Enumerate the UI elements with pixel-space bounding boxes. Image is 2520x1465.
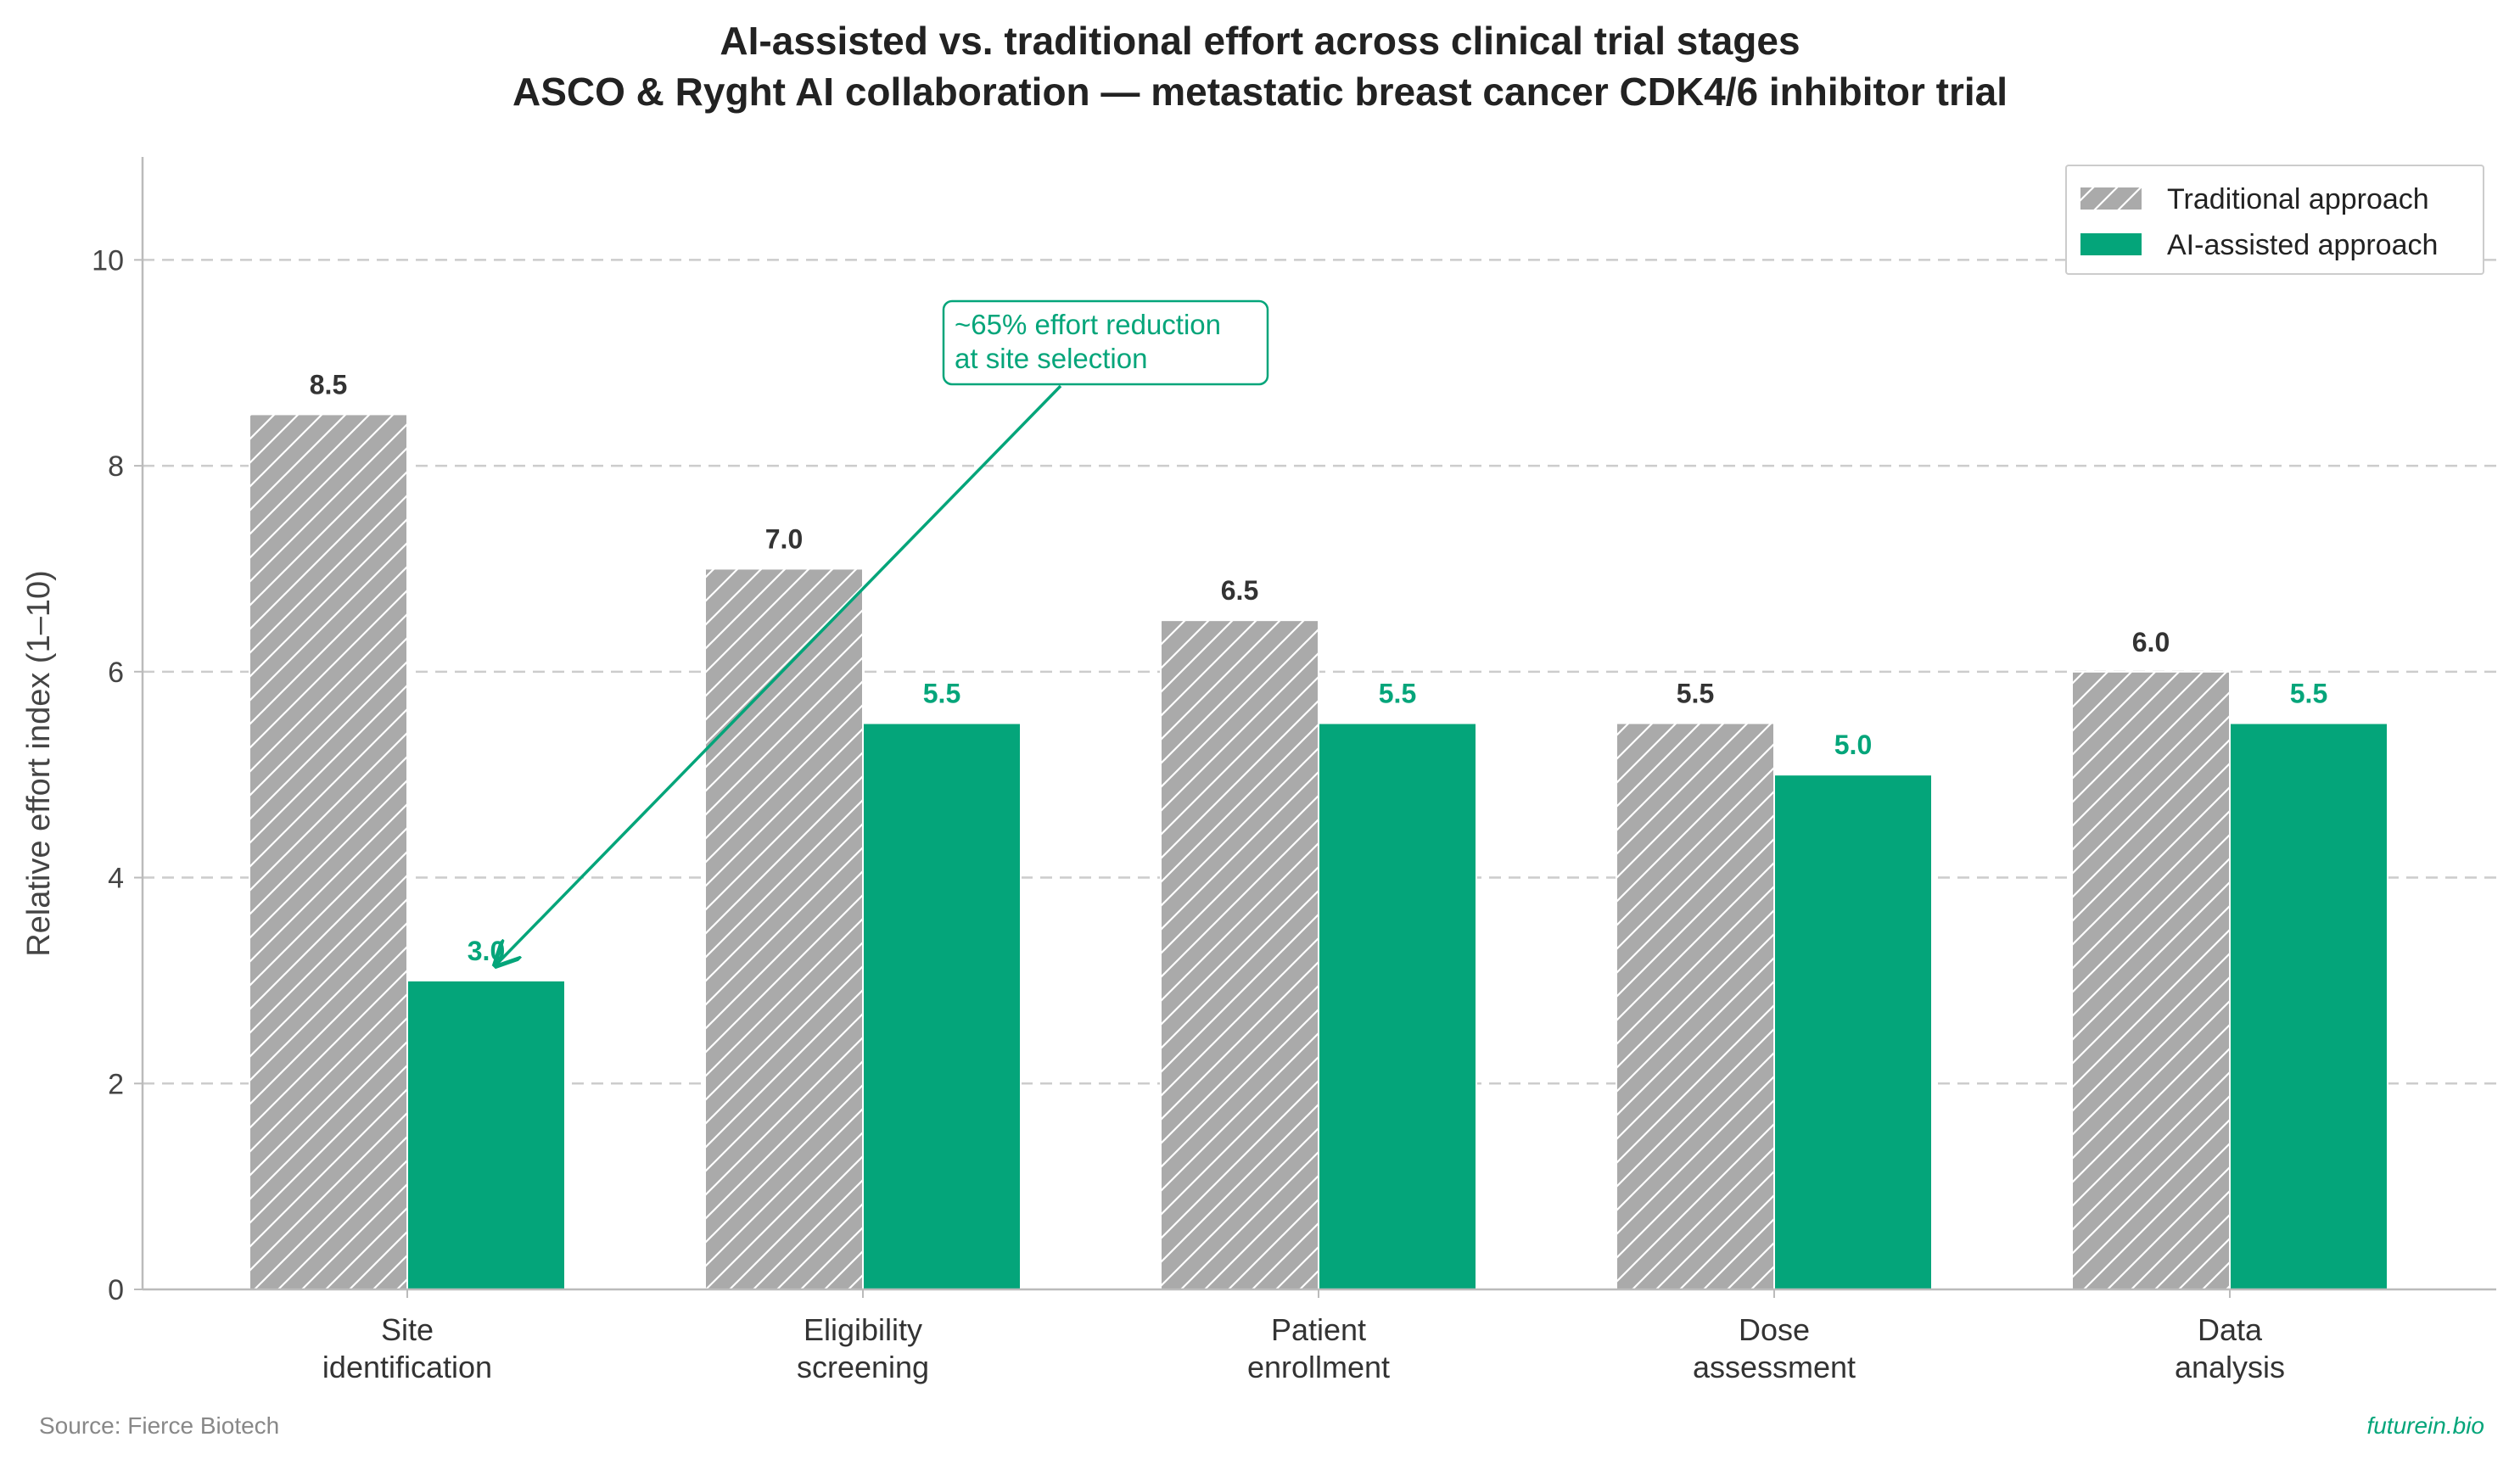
legend-swatch-traditional [2080,187,2142,210]
y-tick-label: 10 [92,244,124,277]
bar-traditional [1160,619,1319,1290]
value-label-traditional: 7.0 [765,523,803,554]
x-tick-label: Site [381,1312,434,1347]
x-tick-label: analysis [2175,1350,2285,1384]
bar-ai [2229,722,2388,1290]
bar-traditional [2071,670,2231,1290]
y-tick-label: 4 [108,863,124,895]
legend-label-traditional: Traditional approach [2167,183,2429,215]
x-tick-label: assessment [1693,1350,1856,1384]
bar-traditional [704,568,864,1290]
bar-ai [862,722,1022,1290]
annotation-box [942,299,1269,386]
value-label-ai: 5.0 [1834,730,1872,760]
bar-ai [406,979,566,1290]
value-label-ai: 5.5 [1379,679,1416,709]
annotation-line-1: ~65% effort reduction [955,309,1221,340]
brand-mark: futurein.bio [2366,1412,2484,1439]
bar-ai [1318,722,1477,1290]
annotation-line-2: at site selection [955,343,1147,374]
legend-box [2065,165,2484,275]
legend-swatch-ai [2080,233,2142,255]
x-tick-label: Dose [1739,1312,1810,1347]
value-label-traditional: 6.0 [2132,627,2170,657]
chart-subtitle: ASCO & Ryght AI collaboration — metastat… [512,70,2008,114]
value-label-traditional: 5.5 [1677,679,1714,709]
value-label-ai: 5.5 [2290,679,2327,709]
x-tick-label: identification [322,1350,492,1384]
y-tick-label: 2 [108,1068,124,1100]
source-note: Source: Fierce Biotech [39,1412,279,1439]
value-label-traditional: 8.5 [310,369,347,400]
bar-traditional [1616,722,1775,1290]
y-tick-label: 8 [108,450,124,483]
x-tick-label: enrollment [1247,1350,1390,1384]
bars [249,413,2388,1291]
y-axis-label: Relative effort index (1–10) [21,570,57,957]
chart-title: AI-assisted vs. traditional effort acros… [720,19,1800,63]
x-tick-label: Eligibility [804,1312,922,1347]
x-tick-label: screening [797,1350,929,1384]
y-tick-label: 6 [108,657,124,689]
x-tick-label: Patient [1271,1312,1366,1347]
value-label-ai: 5.5 [923,679,960,709]
value-label-traditional: 6.5 [1221,575,1258,606]
value-labels: 8.53.07.05.56.55.5 5.55.06.05.5 [310,369,2327,965]
y-tick-label: 0 [108,1274,124,1306]
bar-ai [1773,774,1933,1290]
annotation-arrow [496,384,1062,965]
legend: Traditional approach AI-assisted approac… [2065,165,2484,275]
annotation: ~65% effort reduction at site selection [496,299,1269,965]
legend-label-ai: AI-assisted approach [2167,229,2438,261]
bar-traditional [249,413,408,1291]
x-tick-label: Data [2198,1312,2263,1347]
